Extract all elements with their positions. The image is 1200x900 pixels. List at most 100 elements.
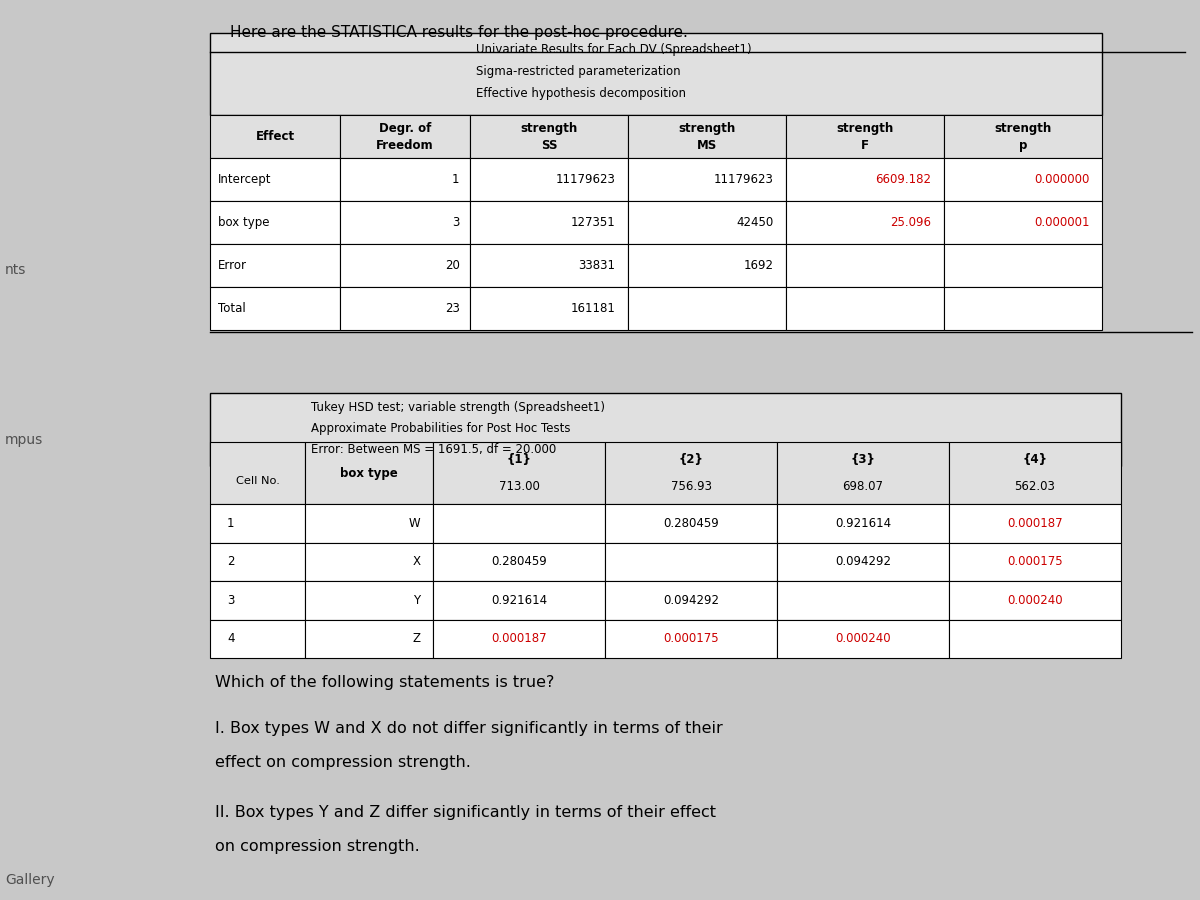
Text: Total: Total [218, 302, 246, 315]
Text: 0.000175: 0.000175 [1007, 555, 1063, 568]
Text: 0.000240: 0.000240 [835, 632, 890, 645]
Text: Univariate Results for Each DV (Spreadsheet1): Univariate Results for Each DV (Spreadsh… [476, 42, 751, 56]
Text: {2}: {2} [678, 453, 703, 466]
Text: Gallery: Gallery [5, 873, 55, 887]
Bar [605, 504, 778, 543]
Text: nts: nts [5, 263, 26, 277]
Text: I. Box types W and X do not differ significantly in terms of their: I. Box types W and X do not differ signi… [215, 721, 722, 735]
Text: Tukey HSD test; variable strength (Spreadsheet1): Tukey HSD test; variable strength (Sprea… [311, 401, 605, 414]
Text: 1692: 1692 [743, 259, 773, 272]
Text: {4}: {4} [1022, 453, 1048, 466]
Bar [340, 115, 470, 158]
Bar [340, 244, 470, 287]
Bar [605, 443, 778, 504]
Bar [210, 201, 340, 244]
Text: 11179623: 11179623 [556, 173, 616, 186]
Text: 0.921614: 0.921614 [835, 517, 892, 530]
Text: 2: 2 [227, 555, 235, 568]
Text: 698.07: 698.07 [842, 481, 883, 493]
Text: Here are the STATISTICA results for the post-hoc procedure.: Here are the STATISTICA results for the … [230, 24, 688, 40]
Bar [470, 115, 628, 158]
Bar [305, 581, 433, 619]
Bar [605, 619, 778, 658]
Bar [628, 201, 786, 244]
Text: Error: Between MS = 1691.5, df = 20.000: Error: Between MS = 1691.5, df = 20.000 [311, 443, 557, 456]
Text: Z: Z [413, 632, 420, 645]
Text: 3: 3 [452, 216, 460, 229]
Text: 0.280459: 0.280459 [664, 517, 719, 530]
Text: 0.000001: 0.000001 [1034, 216, 1090, 229]
Bar [628, 115, 786, 158]
Bar [944, 201, 1102, 244]
Text: 42450: 42450 [736, 216, 773, 229]
Text: 0.094292: 0.094292 [662, 594, 719, 607]
Bar [605, 581, 778, 619]
Bar [778, 543, 949, 581]
Text: mpus: mpus [5, 433, 43, 447]
Bar [210, 543, 305, 581]
Bar [305, 543, 433, 581]
Bar [949, 504, 1121, 543]
Text: box type: box type [218, 216, 269, 229]
Text: 0.000175: 0.000175 [664, 632, 719, 645]
Bar [944, 287, 1102, 330]
Text: strength: strength [995, 122, 1051, 135]
Bar [944, 115, 1102, 158]
Bar [210, 33, 1102, 115]
Bar [470, 158, 628, 201]
Bar [470, 201, 628, 244]
Text: Sigma-restricted parameterization: Sigma-restricted parameterization [476, 65, 680, 78]
Text: box type: box type [340, 467, 398, 480]
Bar [949, 581, 1121, 619]
Text: 11179623: 11179623 [714, 173, 773, 186]
Bar [778, 581, 949, 619]
Text: X: X [413, 555, 420, 568]
Text: 3: 3 [227, 594, 234, 607]
Bar [433, 581, 605, 619]
Text: Freedom: Freedom [376, 140, 434, 152]
Bar [210, 244, 340, 287]
Text: 0.000000: 0.000000 [1034, 173, 1090, 186]
Bar [433, 619, 605, 658]
Text: 6609.182: 6609.182 [875, 173, 931, 186]
Bar [949, 619, 1121, 658]
Text: 1: 1 [227, 517, 235, 530]
Text: 1: 1 [452, 173, 460, 186]
Bar [944, 158, 1102, 201]
Bar [433, 543, 605, 581]
Text: 161181: 161181 [570, 302, 616, 315]
Text: 33831: 33831 [578, 259, 616, 272]
Text: Cell No.: Cell No. [235, 475, 280, 486]
Text: 127351: 127351 [571, 216, 616, 229]
Bar [778, 619, 949, 658]
Text: strength: strength [836, 122, 894, 135]
Text: Intercept: Intercept [218, 173, 271, 186]
Bar [778, 443, 949, 504]
Bar [340, 201, 470, 244]
Bar [305, 504, 433, 543]
Text: 0.094292: 0.094292 [835, 555, 890, 568]
Bar [210, 287, 340, 330]
Bar [628, 244, 786, 287]
Bar [949, 443, 1121, 504]
Bar [778, 504, 949, 543]
Text: Effect: Effect [256, 130, 294, 143]
Text: SS: SS [541, 140, 557, 152]
Text: 23: 23 [445, 302, 460, 315]
Text: Effective hypothesis decomposition: Effective hypothesis decomposition [476, 87, 686, 101]
Text: 4: 4 [227, 632, 235, 645]
Bar [628, 287, 786, 330]
Text: 0.000240: 0.000240 [1007, 594, 1063, 607]
Text: Approximate Probabilities for Post Hoc Tests: Approximate Probabilities for Post Hoc T… [311, 422, 570, 435]
Bar [210, 619, 305, 658]
Bar [949, 543, 1121, 581]
Text: W: W [408, 517, 420, 530]
Text: 0.000187: 0.000187 [491, 632, 547, 645]
Text: II. Box types Y and Z differ significantly in terms of their effect: II. Box types Y and Z differ significant… [215, 805, 716, 820]
Text: Which of the following statements is true?: Which of the following statements is tru… [215, 674, 554, 689]
Text: {1}: {1} [506, 453, 532, 466]
Text: strength: strength [521, 122, 577, 135]
Bar [210, 158, 340, 201]
Bar [786, 201, 944, 244]
Bar [210, 115, 340, 158]
